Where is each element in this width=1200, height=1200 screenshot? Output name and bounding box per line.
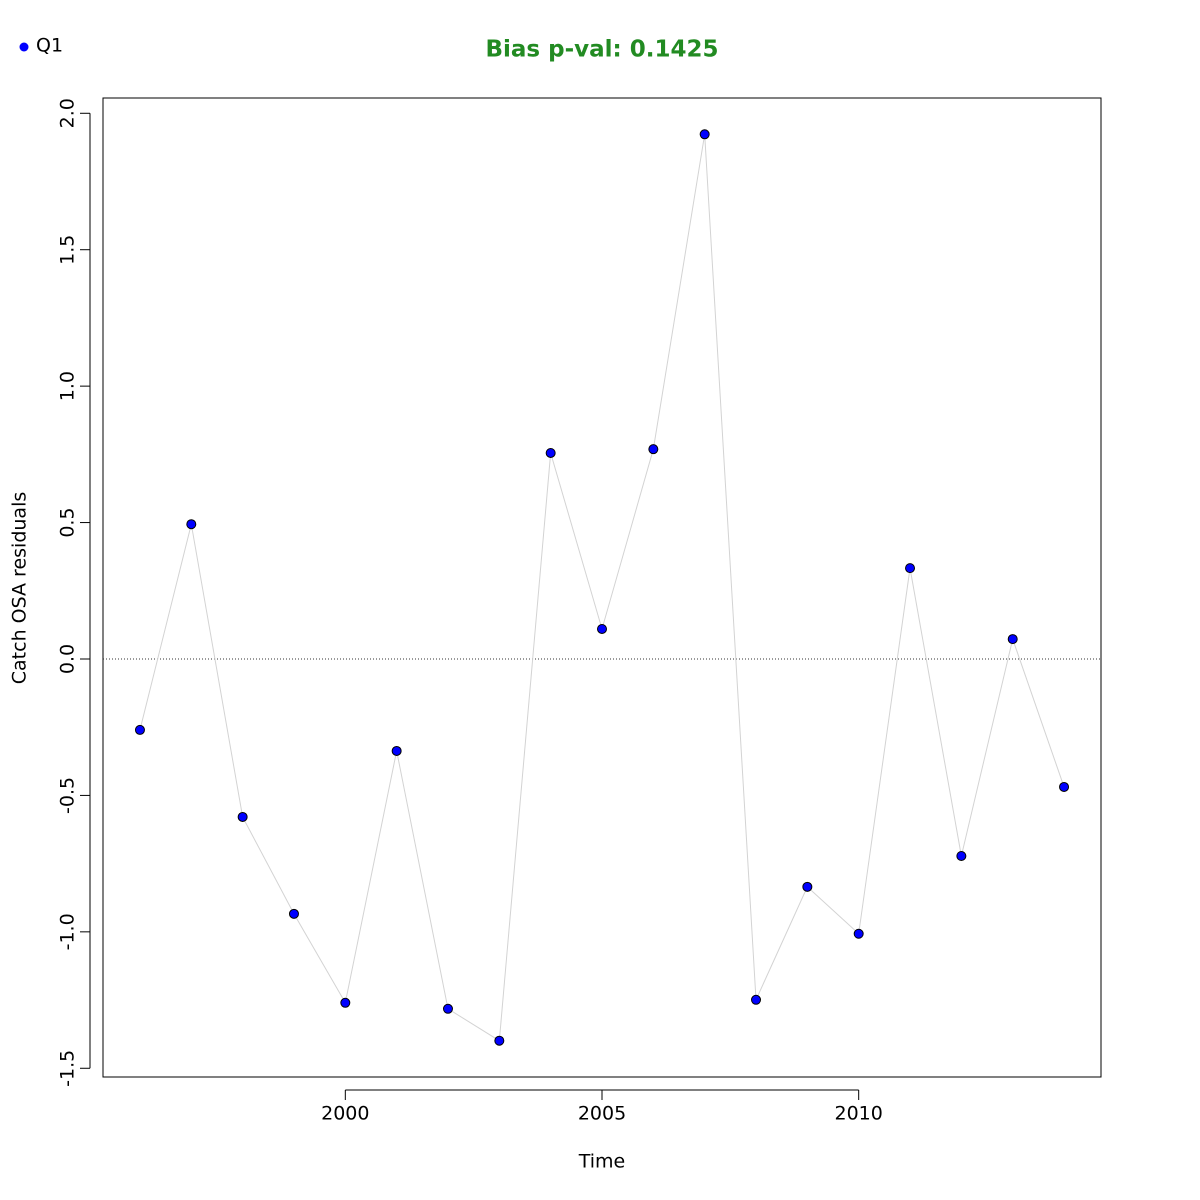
data-point (186, 519, 197, 530)
data-point (1059, 781, 1070, 792)
x-tick-label: 2005 (578, 1103, 626, 1125)
y-tick-label: -1.5 (57, 1050, 79, 1087)
data-point (391, 745, 402, 756)
y-tick-label: -0.5 (57, 777, 79, 814)
y-tick-label: 0.5 (57, 507, 79, 537)
data-point (751, 994, 762, 1005)
data-point (288, 908, 299, 919)
x-axis-label: Time (578, 1151, 626, 1173)
data-point (340, 997, 351, 1008)
y-tick-label: 0.0 (57, 644, 79, 674)
legend-marker (19, 42, 29, 52)
data-point (956, 850, 967, 861)
data-point (545, 447, 556, 458)
data-point (597, 623, 607, 634)
data-point (134, 724, 145, 735)
legend-label: Q1 (36, 35, 63, 57)
data-point (1007, 634, 1018, 645)
data-point (905, 563, 916, 574)
data-point (853, 928, 864, 939)
x-tick-label: 2010 (835, 1103, 883, 1125)
data-point (237, 811, 248, 822)
y-tick-label: 1.0 (57, 371, 79, 401)
data-point (648, 444, 659, 455)
data-point (802, 881, 813, 892)
x-tick-label: 2000 (321, 1103, 369, 1125)
y-axis-label: Catch OSA residuals (9, 492, 31, 684)
y-tick-label: -1.0 (57, 913, 79, 950)
data-point (699, 129, 710, 140)
data-point (494, 1035, 505, 1046)
y-tick-label: 2.0 (57, 98, 79, 128)
data-point (442, 1003, 453, 1014)
plot-frame (102, 97, 1102, 1078)
y-tick-label: 1.5 (57, 235, 79, 265)
chart-title: Bias p-val: 0.1425 (486, 37, 719, 63)
